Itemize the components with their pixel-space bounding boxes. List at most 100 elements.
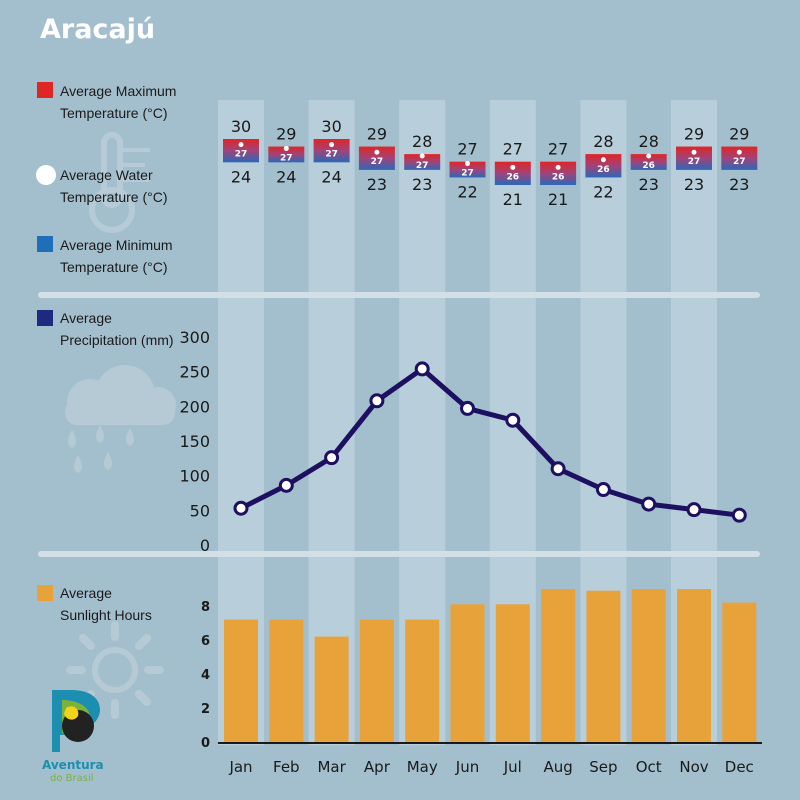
legend-label: Temperature (°C) bbox=[60, 259, 168, 275]
max-temp-label: 29 bbox=[684, 125, 704, 144]
min-temp-label: 23 bbox=[729, 175, 749, 194]
water-temp-label: 27 bbox=[235, 150, 248, 160]
temp-range-bar bbox=[676, 146, 712, 170]
month-label: Feb bbox=[273, 758, 300, 776]
water-temp-marker bbox=[329, 142, 335, 148]
max-temp-label: 29 bbox=[729, 125, 749, 144]
sunlight-bar bbox=[631, 589, 666, 742]
sunlight-y-tick: 2 bbox=[201, 702, 210, 717]
sunlight-bar bbox=[541, 589, 576, 742]
precipitation-point bbox=[324, 450, 340, 466]
legend-label: Average Maximum bbox=[60, 83, 176, 99]
section-divider bbox=[38, 551, 760, 557]
max-temp-label: 27 bbox=[548, 140, 568, 159]
month-label: Sep bbox=[589, 758, 617, 776]
temp-range-bar bbox=[721, 146, 758, 170]
legend-label: Average bbox=[60, 585, 112, 601]
water-temp-marker bbox=[691, 149, 697, 155]
precip-y-tick: 250 bbox=[179, 363, 210, 382]
sunlight-bar bbox=[405, 619, 440, 742]
sunlight-bar bbox=[722, 602, 757, 742]
legend-label: Temperature (°C) bbox=[60, 105, 168, 121]
temp-range-bar bbox=[585, 154, 622, 178]
legend-label: Temperature (°C) bbox=[60, 189, 168, 205]
month-label: Dec bbox=[725, 758, 754, 776]
legend-swatch-min-temp bbox=[37, 236, 53, 252]
page-title: Aracajú bbox=[40, 14, 155, 45]
precip-y-tick: 150 bbox=[179, 432, 210, 451]
min-temp-label: 23 bbox=[684, 175, 704, 194]
legend-label: Average Minimum bbox=[60, 237, 173, 253]
water-temp-marker bbox=[646, 153, 652, 159]
sunlight-bar bbox=[495, 604, 530, 742]
water-temp-marker bbox=[419, 153, 425, 159]
water-temp-label: 26 bbox=[552, 172, 565, 182]
month-label: Oct bbox=[636, 758, 662, 776]
sunlight-bar bbox=[224, 619, 258, 742]
water-temp-marker bbox=[510, 164, 516, 170]
thermometer-icon bbox=[89, 132, 150, 233]
precip-y-tick: 50 bbox=[190, 501, 210, 520]
max-temp-label: 29 bbox=[276, 125, 296, 144]
water-temp-label: 27 bbox=[733, 157, 746, 167]
water-temp-label: 26 bbox=[507, 172, 520, 182]
water-temp-label: 27 bbox=[280, 153, 293, 163]
month-label: May bbox=[407, 758, 438, 776]
sunlight-bar bbox=[269, 619, 304, 742]
month-label: Nov bbox=[679, 758, 708, 776]
month-label: Mar bbox=[317, 758, 346, 776]
water-temp-marker bbox=[374, 149, 380, 155]
min-temp-label: 21 bbox=[503, 190, 523, 209]
month-label: Jul bbox=[503, 758, 522, 776]
precip-y-tick: 200 bbox=[179, 397, 210, 416]
legend-label: Precipitation (mm) bbox=[60, 332, 174, 348]
sunlight-y-tick: 8 bbox=[201, 600, 210, 615]
legend-label: Average Water bbox=[60, 167, 153, 183]
water-temp-marker bbox=[238, 142, 244, 148]
precipitation-point bbox=[278, 477, 294, 493]
min-temp-label: 23 bbox=[639, 175, 659, 194]
min-temp-label: 21 bbox=[548, 190, 568, 209]
sunlight-y-tick: 0 bbox=[201, 736, 210, 751]
temp-range-bar bbox=[540, 161, 577, 185]
min-temp-label: 23 bbox=[367, 175, 387, 194]
min-temp-label: 22 bbox=[593, 182, 613, 201]
water-temp-marker bbox=[736, 149, 742, 155]
min-temp-label: 23 bbox=[412, 175, 432, 194]
min-temp-label: 22 bbox=[457, 182, 477, 201]
temp-range-bar bbox=[268, 146, 305, 163]
temp-range-bar bbox=[449, 161, 486, 178]
water-temp-label: 27 bbox=[325, 150, 338, 160]
month-axis: Jan Feb Mar Apr May Jun Jul Aug Sep Oct Nov Dec bbox=[228, 758, 753, 776]
water-temp-marker bbox=[283, 145, 289, 151]
sunlight-y-tick: 6 bbox=[201, 634, 210, 649]
logo-text: do Brasil bbox=[50, 773, 94, 784]
precip-y-tick: 100 bbox=[179, 467, 210, 486]
max-temp-label: 29 bbox=[367, 125, 387, 144]
sunlight-bar bbox=[677, 589, 711, 742]
logo-text: Aventura bbox=[42, 758, 104, 772]
min-temp-label: 24 bbox=[321, 167, 341, 186]
min-temp-label: 24 bbox=[231, 167, 251, 186]
sunlight-bar bbox=[359, 619, 394, 742]
precipitation-point bbox=[595, 482, 611, 498]
max-temp-label: 28 bbox=[412, 132, 432, 151]
precipitation-point bbox=[641, 496, 657, 512]
month-label: Jun bbox=[455, 758, 479, 776]
sunlight-bar bbox=[586, 590, 621, 742]
precipitation-line bbox=[239, 366, 740, 518]
max-temp-label: 30 bbox=[321, 117, 341, 136]
legend-swatch-max-temp bbox=[37, 82, 53, 98]
precipitation-point bbox=[731, 507, 747, 523]
month-label: Aug bbox=[543, 758, 572, 776]
temperature-chart: 30 24 27 29 24 27 30 24 27 29 23 27 28 23 27 27 22 27 27 21… bbox=[223, 117, 758, 209]
water-temp-label: 27 bbox=[461, 169, 474, 179]
precipitation-chart: 0 50 100 150 200 250 300 bbox=[179, 328, 747, 555]
water-temp-label: 26 bbox=[642, 161, 655, 171]
month-label: Jan bbox=[228, 758, 252, 776]
sunlight-chart: 0 2 4 6 8 bbox=[201, 589, 762, 751]
month-label: Apr bbox=[364, 758, 391, 776]
section-divider bbox=[38, 292, 760, 298]
water-temp-label: 27 bbox=[416, 161, 429, 171]
